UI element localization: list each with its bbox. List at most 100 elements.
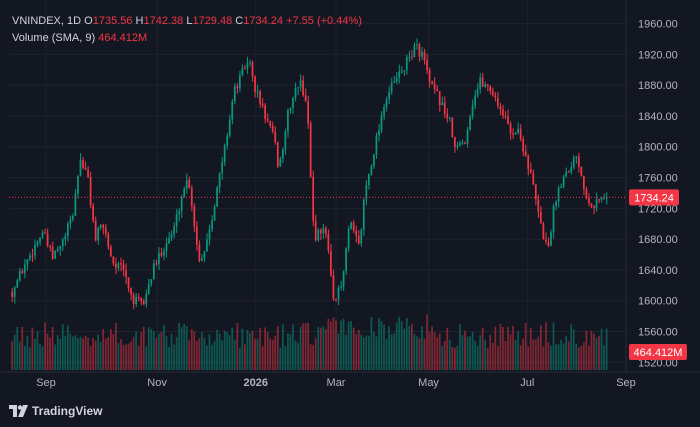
volume-bar	[446, 327, 449, 370]
candle-body	[49, 246, 51, 248]
volume-bar	[152, 331, 155, 370]
last-price-tag[interactable]	[629, 189, 679, 206]
chart-background	[0, 0, 700, 396]
volume-bar	[484, 339, 487, 370]
candle-body	[152, 263, 155, 280]
volume-bar	[269, 338, 272, 370]
candle-body	[99, 224, 102, 228]
y-tick-label: 1520.00	[638, 357, 678, 369]
candle-body	[436, 89, 439, 92]
last-volume-tag[interactable]	[629, 344, 687, 360]
volume-bar	[287, 333, 289, 370]
volume-bar	[375, 336, 378, 370]
volume-bar	[115, 322, 117, 370]
tradingview-logo-icon	[9, 405, 28, 417]
volume-bar	[441, 345, 444, 370]
volume-bar	[77, 337, 79, 370]
volume-bar	[512, 325, 514, 370]
candle-body	[378, 130, 380, 136]
candle-body	[109, 247, 112, 257]
candle-body	[512, 133, 514, 135]
candle-body	[575, 156, 578, 158]
volume-bar	[453, 347, 456, 370]
candle-body	[405, 56, 408, 71]
candle-body	[385, 99, 388, 107]
candle-body	[532, 172, 535, 185]
tradingview-logo[interactable]: TradingView	[9, 404, 102, 418]
volume-label[interactable]: Volume (SMA, 9)	[12, 32, 96, 44]
candle-body	[459, 142, 461, 146]
candle-body	[266, 118, 269, 121]
candle-body	[595, 199, 598, 209]
candle-body	[115, 263, 117, 268]
candle-body	[195, 226, 198, 246]
volume-bar	[350, 321, 353, 370]
interval-label[interactable]: 1D	[67, 15, 82, 27]
volume-bar	[560, 339, 562, 370]
candle-body	[456, 145, 459, 148]
volume-bar	[211, 344, 213, 370]
volume-bar	[147, 327, 150, 370]
candle-body	[21, 270, 24, 274]
volume-bar	[41, 346, 44, 370]
candle-body	[122, 264, 125, 271]
volume-bar	[259, 327, 261, 370]
volume-bar	[94, 340, 97, 370]
candle-body	[507, 116, 509, 124]
candle-body	[147, 283, 150, 294]
candle-body	[342, 270, 345, 287]
volume-bar	[534, 339, 537, 370]
candle-body	[393, 81, 396, 83]
volume-bar	[249, 333, 251, 370]
candle-body	[431, 81, 433, 84]
low-value: 1729.48	[192, 15, 233, 27]
volume-bar	[104, 338, 107, 370]
volume-bar	[178, 322, 180, 370]
candle-body	[254, 76, 256, 92]
volume-bar	[266, 331, 269, 370]
volume-bar	[577, 347, 580, 370]
candle-body	[249, 62, 251, 64]
y-tick-label: 1880.00	[638, 80, 678, 92]
candle-body	[185, 179, 188, 189]
candle-body	[484, 84, 487, 87]
volume-bar	[13, 334, 16, 370]
candle-body	[107, 234, 110, 248]
volume-bar	[228, 335, 231, 370]
volume-bar	[49, 337, 51, 370]
candle-body	[552, 205, 555, 233]
high-label: H	[135, 15, 144, 27]
candle-body	[491, 91, 494, 96]
candle-body	[380, 115, 383, 131]
candle-body	[307, 101, 309, 124]
volume-bar	[317, 326, 320, 370]
volume-bar	[221, 340, 223, 370]
candle-body	[54, 250, 57, 259]
candle-body	[223, 145, 226, 163]
volume-bar	[461, 334, 464, 370]
volume-bar	[355, 334, 358, 370]
candle-body	[423, 51, 426, 61]
candle-body	[555, 201, 557, 206]
candle-body	[89, 177, 92, 206]
volume-bar	[39, 343, 41, 370]
candle-body	[120, 263, 122, 265]
tradingview-wordmark: TradingView	[32, 404, 103, 418]
candle-body	[438, 91, 441, 106]
candle-body	[77, 175, 79, 194]
candle-body	[474, 95, 476, 106]
candle-body	[355, 230, 358, 236]
volume-bar	[408, 326, 411, 370]
volume-bar	[600, 328, 603, 370]
volume-bar	[393, 333, 396, 370]
candle-body	[188, 179, 191, 189]
volume-bar	[416, 336, 418, 370]
y-tick-label: 1560.00	[638, 327, 678, 339]
candle-body	[168, 238, 170, 244]
candle-body	[102, 224, 105, 228]
volume-bar	[46, 333, 49, 370]
y-tick-label: 1760.00	[638, 173, 678, 185]
volume-bar	[79, 336, 82, 370]
symbol-name[interactable]: VNINDEX	[12, 15, 61, 27]
